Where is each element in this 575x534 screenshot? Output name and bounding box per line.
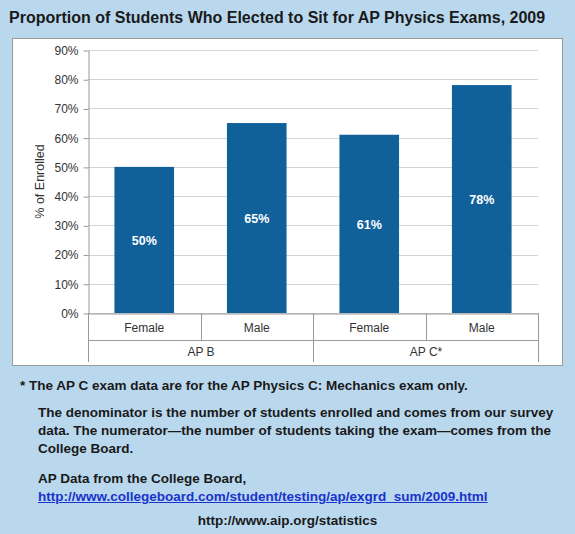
- category-separators: [89, 313, 539, 362]
- data-label: 50%: [132, 234, 157, 248]
- x-tick: Male: [244, 321, 270, 335]
- y-tick-mark: [84, 109, 89, 110]
- x-tick: Female: [124, 321, 164, 335]
- y-tick-label: 40%: [54, 190, 78, 204]
- y-tick: 70%: [54, 102, 88, 116]
- x-tick-label: Male: [244, 321, 270, 335]
- panel: [13, 39, 563, 366]
- data-label: 78%: [469, 193, 494, 207]
- data-labels: 50% 65% 61% 78%: [132, 193, 495, 248]
- y-tick-mark: [84, 284, 89, 285]
- group-label: AP B: [187, 345, 214, 359]
- bar: [452, 85, 512, 313]
- x-tick-label: Female: [349, 321, 389, 335]
- y-axis: 0% 10% 20% 30% 40% 50% 60% 70% 80% 90%: [54, 44, 89, 321]
- y-tick: 60%: [54, 132, 88, 146]
- y-axis-title: % of Enrolled: [33, 144, 47, 218]
- x-tick-label: Female: [124, 321, 164, 335]
- grid-line: [88, 79, 538, 80]
- y-tick-label: 80%: [54, 73, 78, 87]
- footnote: * The AP C exam data are for the AP Phys…: [20, 377, 560, 395]
- data-label: 65%: [244, 212, 269, 226]
- y-tick-label: 50%: [54, 161, 78, 175]
- y-tick: 50%: [54, 161, 88, 175]
- y-tick-label: 70%: [54, 102, 78, 116]
- y-tick-mark: [84, 138, 89, 139]
- note-paragraph: The denominator is the number of student…: [38, 404, 560, 458]
- y-tick-label: 30%: [54, 219, 78, 233]
- y-tick: 0%: [61, 307, 88, 321]
- bar: [227, 123, 287, 313]
- y-tick-mark: [84, 197, 89, 198]
- group-row-line: [89, 340, 539, 341]
- y-tick-label: 90%: [54, 44, 78, 58]
- y-tick: 80%: [54, 73, 88, 87]
- bar: [339, 135, 399, 313]
- source-link[interactable]: http://www.collegeboard.com/student/test…: [38, 488, 568, 506]
- grid: [88, 51, 538, 314]
- y-tick-label: 0%: [61, 307, 79, 321]
- x-tick: Male: [469, 321, 495, 335]
- y-tick-mark: [84, 226, 89, 227]
- bar: [114, 167, 174, 313]
- bars: [114, 85, 511, 313]
- y-tick-mark: [84, 51, 89, 52]
- category-separator: [426, 313, 427, 340]
- site-url: http://www.aip.org/statistics: [0, 512, 575, 530]
- y-tick-label: 20%: [54, 248, 78, 262]
- y-axis-line: [89, 51, 90, 314]
- y-tick: 10%: [54, 278, 88, 292]
- y-tick-label: 10%: [54, 278, 78, 292]
- source-note: AP Data from the College Board,: [38, 470, 560, 488]
- category-separator: [313, 313, 314, 362]
- x-tick: Female: [349, 321, 389, 335]
- y-tick-mark: [84, 314, 89, 315]
- category-separator: [201, 313, 202, 340]
- group-label: AP C*: [410, 345, 443, 359]
- title: Proportion of Students Who Elected to Si…: [9, 9, 545, 26]
- y-tick: 40%: [54, 190, 88, 204]
- y-tick-label: 60%: [54, 132, 78, 146]
- y-tick: 30%: [54, 219, 88, 233]
- y-tick: 90%: [54, 44, 88, 58]
- y-tick-mark: [84, 80, 89, 81]
- category-separator: [88, 313, 89, 362]
- y-tick-mark: [84, 255, 89, 256]
- x-tick-label: Male: [469, 321, 495, 335]
- category-separator: [538, 313, 539, 362]
- grid-line: [88, 50, 538, 51]
- data-label: 61%: [357, 218, 382, 232]
- y-tick-mark: [84, 167, 89, 168]
- y-tick: 20%: [54, 248, 88, 262]
